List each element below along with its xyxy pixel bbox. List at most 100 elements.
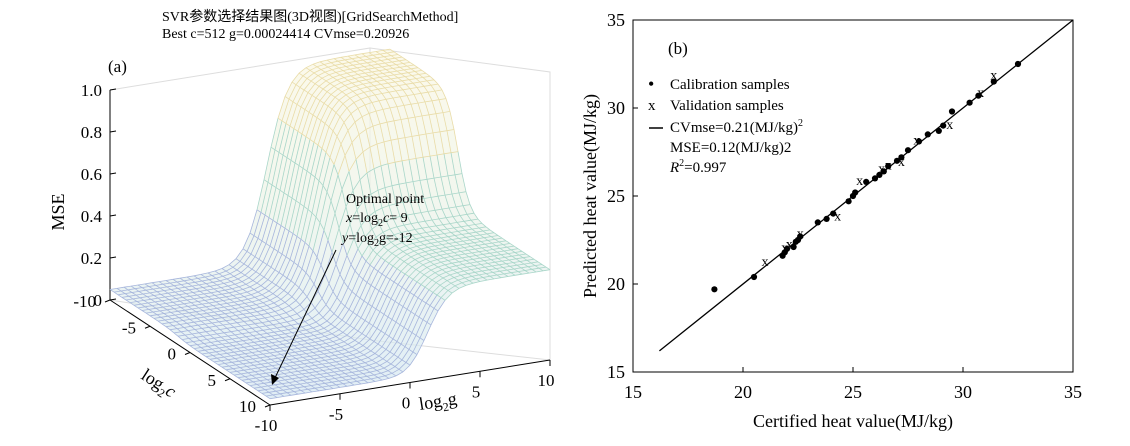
surface-mesh-line <box>346 238 355 256</box>
surface-mesh-line <box>394 57 400 62</box>
surface-mesh-line <box>411 332 417 336</box>
surface-mesh-line <box>285 338 294 341</box>
surface-mesh-line <box>419 239 428 243</box>
surface-mesh-line <box>261 370 267 374</box>
surface-mesh-line <box>268 319 277 322</box>
surface-mesh-line <box>318 343 327 346</box>
surface-mesh-line <box>473 265 479 269</box>
surface-mesh-line <box>387 301 396 318</box>
surface-mesh-line <box>375 49 384 52</box>
surface-mesh-line <box>397 77 403 82</box>
surface-mesh-line <box>164 296 170 300</box>
surface-mesh-line <box>396 106 402 120</box>
surface-mesh-line <box>359 63 365 67</box>
surface-mesh-line <box>338 322 347 331</box>
surface-mesh-line <box>407 118 413 137</box>
surface-mesh-line <box>337 88 343 93</box>
surface-mesh-line <box>424 220 430 228</box>
surface-mesh-line <box>304 242 310 247</box>
surface-mesh-line <box>408 159 414 182</box>
surface-mesh-line <box>369 338 375 342</box>
surface-mesh-line <box>445 269 454 273</box>
surface-mesh-line <box>321 362 330 365</box>
surface-mesh-line <box>339 116 345 123</box>
surface-mesh-line <box>433 178 439 197</box>
surface-mesh-line <box>348 60 357 63</box>
surface-mesh-line <box>312 350 321 353</box>
surface-mesh-line <box>226 301 235 304</box>
surface-mesh-line <box>317 75 323 79</box>
surface-mesh-line <box>125 299 131 303</box>
surface-mesh-line <box>312 327 318 332</box>
surface-mesh-line <box>376 80 382 85</box>
surface-mesh-line <box>284 332 293 335</box>
z-tick-mark <box>109 172 117 175</box>
x-tick-mark <box>184 352 191 355</box>
surface-mesh-line <box>403 224 409 232</box>
surface-mesh-line <box>348 62 354 66</box>
surface-mesh-line <box>151 305 157 309</box>
surface-mesh-line <box>512 261 521 263</box>
surface-mesh-line <box>379 52 388 55</box>
surface-mesh-line <box>321 74 330 79</box>
surface-mesh-line <box>387 245 396 251</box>
surface-mesh-line <box>410 222 419 225</box>
surface-mesh-line <box>342 325 351 333</box>
surface-mesh-line <box>258 325 267 328</box>
surface-mesh-line <box>137 307 143 311</box>
surface-mesh-line <box>462 264 468 268</box>
surface-mesh-line <box>144 306 150 310</box>
surface-mesh-line <box>343 281 349 288</box>
surface-mesh-line <box>403 69 409 74</box>
surface-mesh-line <box>530 262 536 266</box>
surface-mesh-line <box>461 234 467 238</box>
surface-mesh-line <box>184 333 193 336</box>
surface-mesh-line <box>152 311 158 316</box>
surface-mesh-line <box>450 254 459 257</box>
surface-mesh-line <box>238 360 244 365</box>
surface-mesh-line <box>392 218 398 227</box>
surface-mesh-line <box>245 335 254 338</box>
surface-mesh-line <box>387 316 393 320</box>
surface-mesh-line <box>454 258 460 263</box>
surface-mesh-line <box>327 379 333 383</box>
surface-mesh-line <box>379 237 388 244</box>
surface-mesh-line <box>245 308 254 311</box>
surface-mesh-line <box>316 330 322 335</box>
surface-mesh-line <box>180 307 186 311</box>
surface-mesh-line <box>344 59 350 63</box>
surface-mesh-line <box>191 332 200 335</box>
surface-mesh-line <box>207 318 216 321</box>
surface-mesh-line <box>218 321 224 326</box>
surface-mesh-line <box>339 274 345 283</box>
surface-mesh-line <box>305 136 311 140</box>
surface-mesh-line <box>325 77 334 82</box>
surface-mesh-line <box>360 225 366 238</box>
z-tick-label: 0.6 <box>81 165 102 184</box>
surface-mesh-line <box>214 318 220 323</box>
surface-mesh-line <box>339 362 348 365</box>
surface-mesh-line <box>419 271 425 276</box>
surface-mesh-line <box>404 266 413 275</box>
surface-mesh-line <box>319 320 328 326</box>
surface-mesh-line <box>337 174 343 190</box>
surface-mesh-line <box>288 381 297 383</box>
surface-mesh-line <box>319 191 328 223</box>
surface-mesh-line <box>451 239 457 243</box>
surface-mesh-line <box>179 277 185 282</box>
surface-mesh-line <box>205 331 211 336</box>
surface-mesh-line <box>301 326 307 331</box>
surface-mesh-line <box>198 283 207 286</box>
surface-mesh-line <box>209 333 218 336</box>
surface-mesh-line <box>474 224 480 229</box>
surface-mesh-line <box>246 251 252 255</box>
legend-validation-label: Validation samples <box>670 98 784 114</box>
surface-mesh-line <box>356 300 365 316</box>
surface-mesh-line <box>359 179 365 201</box>
surface-mesh-line <box>347 79 353 84</box>
surface-mesh-line <box>379 295 388 312</box>
surface-mesh-line <box>307 313 313 319</box>
surface-mesh-line <box>279 323 285 328</box>
legend-fit-r2: R2=0.997 <box>669 158 727 176</box>
surface-mesh-line <box>326 371 335 374</box>
